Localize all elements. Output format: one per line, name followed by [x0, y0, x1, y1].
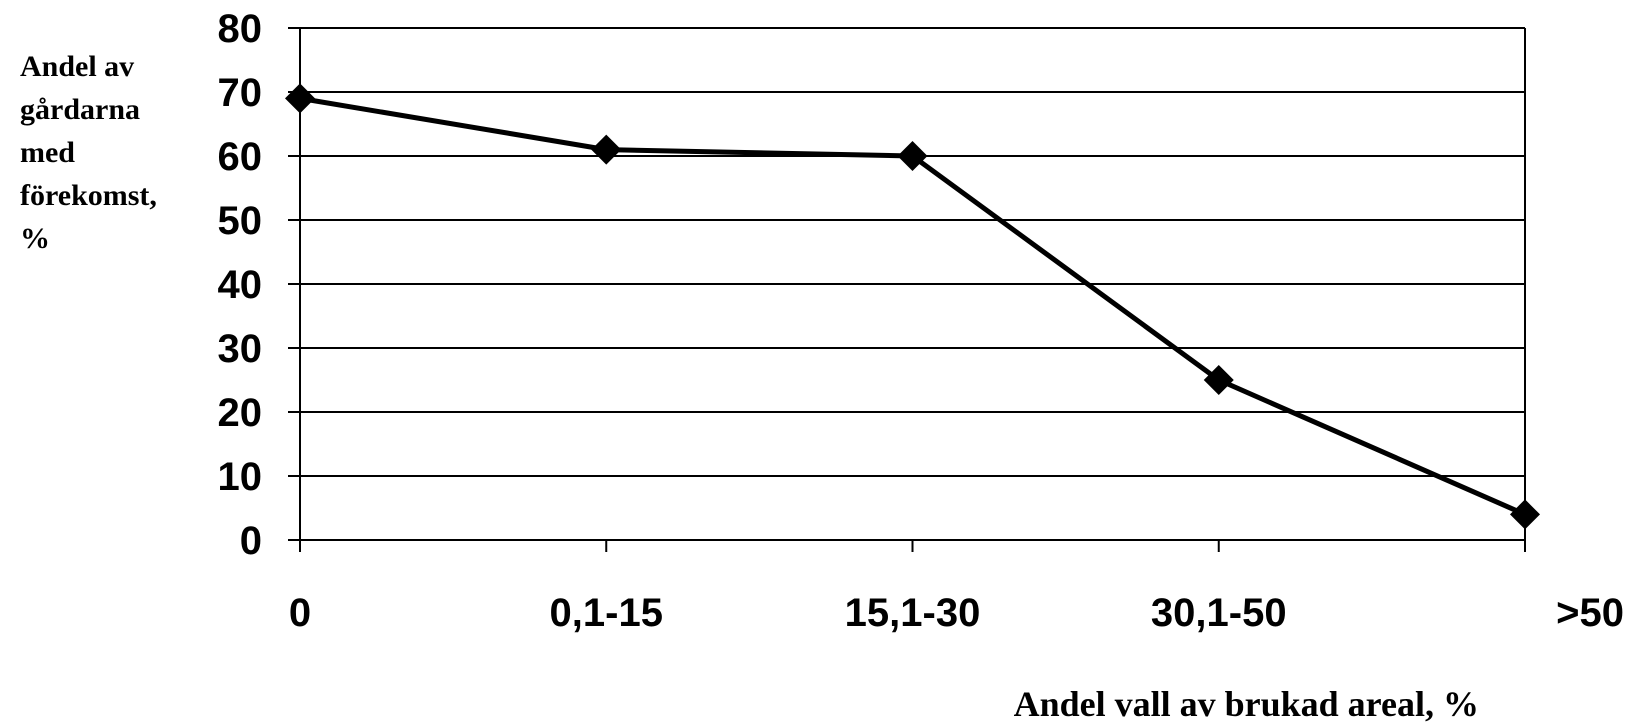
y-tick-label: 20 [218, 391, 263, 435]
data-point-marker [591, 134, 622, 165]
y-tick-label: 30 [218, 327, 263, 371]
series [285, 83, 1540, 530]
y-axis-label-line-4: förekomst, [20, 179, 157, 212]
data-point-marker [1510, 499, 1540, 530]
y-tick-label: 80 [218, 7, 263, 51]
y-axis-label-line-1: Andel av [20, 50, 135, 83]
x-tick-label: 30,1-50 [1151, 591, 1287, 635]
x-tick-label: 0 [289, 591, 311, 635]
y-axis-label-line-5: % [20, 222, 50, 255]
data-point-marker [1203, 365, 1234, 395]
x-tick-label: 15,1-30 [845, 591, 981, 635]
y-tick-label: 10 [218, 455, 263, 499]
y-axis-ticks: 0 10 20 30 40 50 60 70 80 [218, 7, 300, 563]
data-point-marker [897, 141, 928, 171]
y-tick-label: 70 [218, 71, 263, 115]
y-tick-label: 40 [218, 263, 263, 307]
x-tick-label: >50 [1556, 591, 1624, 635]
x-axis-ticks: 0 0,1-15 15,1-30 30,1-50 >50 [289, 540, 1624, 635]
x-tick-label: 0,1-15 [550, 591, 663, 635]
gridlines [300, 27, 1525, 477]
y-axis-label-line-3: med [20, 136, 75, 169]
y-tick-label: 0 [240, 519, 262, 563]
x-axis-label: Andel vall av brukad areal, % [1013, 684, 1479, 724]
y-axis-label-line-2: gårdarna [20, 93, 140, 126]
y-tick-label: 50 [218, 199, 263, 243]
data-point-marker [285, 83, 315, 114]
y-tick-label: 60 [218, 135, 263, 179]
